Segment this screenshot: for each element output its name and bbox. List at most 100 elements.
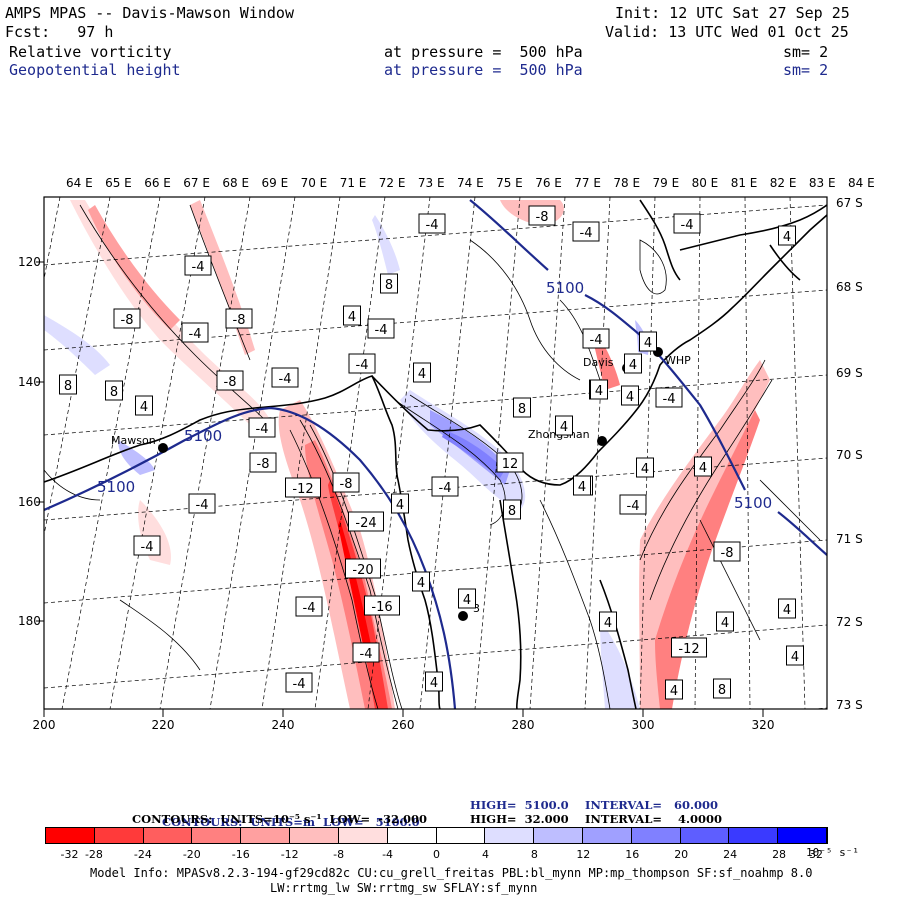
station-dot-mawson bbox=[158, 443, 168, 453]
height-label: 5100 bbox=[546, 279, 584, 297]
vorticity-label: -4 bbox=[285, 672, 313, 693]
longitude-label: 71 E bbox=[339, 176, 367, 190]
longitude-label: 68 E bbox=[222, 176, 250, 190]
vorticity-label: 4 bbox=[778, 225, 796, 246]
colorbar-label: 28 bbox=[772, 848, 787, 861]
vorticity-label: -4 bbox=[271, 367, 299, 388]
longitude-label: 79 E bbox=[652, 176, 680, 190]
valid-time: Valid: 13 UTC Wed 01 Oct 25 bbox=[605, 23, 849, 41]
colorbar-label: -32 bbox=[60, 848, 79, 861]
x-tick-label: 220 bbox=[151, 718, 175, 732]
svg-text:4: 4 bbox=[699, 461, 707, 476]
vorticity-label: -4 bbox=[673, 213, 701, 234]
svg-text:-12: -12 bbox=[678, 642, 699, 657]
longitude-label: 81 E bbox=[730, 176, 758, 190]
svg-text:4: 4 bbox=[670, 684, 678, 699]
colorbar-label: -8 bbox=[333, 848, 345, 861]
longitude-label: 73 E bbox=[417, 176, 445, 190]
svg-text:-8: -8 bbox=[233, 313, 246, 328]
longitude-label: 75 E bbox=[496, 176, 523, 190]
y-tick-label: 160 bbox=[18, 495, 41, 509]
colorbar-segment bbox=[338, 828, 388, 843]
svg-text:4: 4 bbox=[604, 616, 612, 631]
lat-lon-grid bbox=[44, 197, 827, 709]
longitude-label: 77 E bbox=[574, 176, 601, 190]
axis-ticks bbox=[36, 261, 764, 717]
svg-text:-20: -20 bbox=[352, 563, 373, 578]
svg-text:-16: -16 bbox=[371, 600, 392, 615]
vorticity-label: -4 bbox=[181, 322, 209, 343]
svg-text:8: 8 bbox=[518, 402, 526, 417]
contour-info-height: CONTOURS: UNITS=m LOW= 5100.0 bbox=[154, 797, 420, 831]
vorticity-label: -4 bbox=[655, 387, 683, 408]
height-label: 5100 bbox=[184, 427, 222, 445]
colorbar-segment bbox=[582, 828, 632, 843]
vorticity-label: -24 bbox=[348, 511, 384, 532]
x-tick-label: 200 bbox=[32, 718, 56, 732]
colorbar-segment bbox=[290, 828, 339, 843]
colorbar-segment bbox=[534, 828, 583, 843]
x-tick-label: 300 bbox=[631, 718, 655, 732]
svg-text:-4: -4 bbox=[590, 333, 603, 348]
vorticity-label: -4 bbox=[431, 476, 459, 497]
longitude-label: 72 E bbox=[378, 176, 406, 190]
svg-text:8: 8 bbox=[718, 683, 726, 698]
field1-name: Relative vorticity bbox=[9, 43, 172, 61]
svg-text:-4: -4 bbox=[375, 323, 388, 338]
vorticity-label: -8 bbox=[225, 308, 253, 329]
longitude-label: 80 E bbox=[691, 176, 719, 190]
x-tick-label: 240 bbox=[271, 718, 295, 732]
longitude-label: 74 E bbox=[457, 176, 484, 190]
svg-text:4: 4 bbox=[783, 603, 791, 618]
longitude-label: 67 E bbox=[183, 176, 210, 190]
svg-text:-12: -12 bbox=[292, 482, 313, 497]
svg-text:4: 4 bbox=[396, 498, 404, 513]
colorbar-segment bbox=[729, 828, 779, 843]
svg-text:12: 12 bbox=[502, 457, 519, 472]
colorbar-label: 20 bbox=[674, 848, 689, 861]
vorticity-label: -4 bbox=[133, 535, 161, 556]
contour-vorticity-label: CONTOURS: UNITS=10⁻⁵ s⁻¹ LOW= -32.000 bbox=[132, 812, 427, 826]
longitude-label: 78 E bbox=[613, 176, 641, 190]
height-labels: 5100 5100 5100 5100 bbox=[97, 279, 772, 512]
init-time: Init: 12 UTC Sat 27 Sep 25 bbox=[615, 4, 850, 22]
colorbar-label: 4 bbox=[481, 848, 489, 861]
station-label-whp: WHP bbox=[665, 354, 691, 367]
latitude-label: 72 S bbox=[836, 615, 863, 629]
colorbar-label: -24 bbox=[133, 848, 152, 861]
latitude-label: 69 S bbox=[836, 366, 863, 380]
svg-text:4: 4 bbox=[641, 462, 649, 477]
forecast-hour: Fcst: 97 h bbox=[5, 23, 114, 41]
vorticity-label: 4 bbox=[573, 475, 591, 496]
map-title: AMPS MPAS -- Davis-Mawson Window bbox=[5, 4, 294, 22]
svg-text:4: 4 bbox=[140, 400, 148, 415]
longitude-label: 82 E bbox=[769, 176, 797, 190]
latitude-label: 68 S bbox=[836, 280, 863, 294]
svg-text:-4: -4 bbox=[196, 498, 209, 513]
svg-text:4: 4 bbox=[560, 420, 568, 435]
svg-text:4: 4 bbox=[629, 358, 637, 373]
vorticity-label: 4 bbox=[425, 671, 443, 692]
vorticity-label: 4 bbox=[636, 457, 654, 478]
contour-vorticity-high: HIGH= 32.000 bbox=[470, 812, 569, 826]
vorticity-label: -12 bbox=[671, 637, 707, 658]
vorticity-label: -8 bbox=[113, 308, 141, 329]
vorticity-label: 8 bbox=[380, 273, 398, 294]
vorticity-label: 4 bbox=[343, 305, 361, 326]
field2-smoothing: sm= 2 bbox=[783, 61, 829, 79]
vorticity-label: 8 bbox=[105, 380, 123, 401]
vorticity-label: -20 bbox=[345, 558, 381, 579]
svg-text:8: 8 bbox=[110, 385, 118, 400]
svg-text:4: 4 bbox=[595, 384, 603, 399]
svg-text:4: 4 bbox=[430, 676, 438, 691]
contour-height-interval: INTERVAL= 60.000 bbox=[585, 798, 719, 812]
vorticity-label: 8 bbox=[713, 678, 731, 699]
colorbar-segment bbox=[241, 828, 291, 843]
vorticity-label: -16 bbox=[364, 595, 400, 616]
station-dot-zhongshan bbox=[597, 436, 607, 446]
svg-text:8: 8 bbox=[385, 278, 393, 293]
colorbar bbox=[45, 827, 828, 844]
colorbar-segment bbox=[485, 828, 535, 843]
vorticity-label: -4 bbox=[295, 596, 323, 617]
svg-text:-8: -8 bbox=[340, 477, 353, 492]
